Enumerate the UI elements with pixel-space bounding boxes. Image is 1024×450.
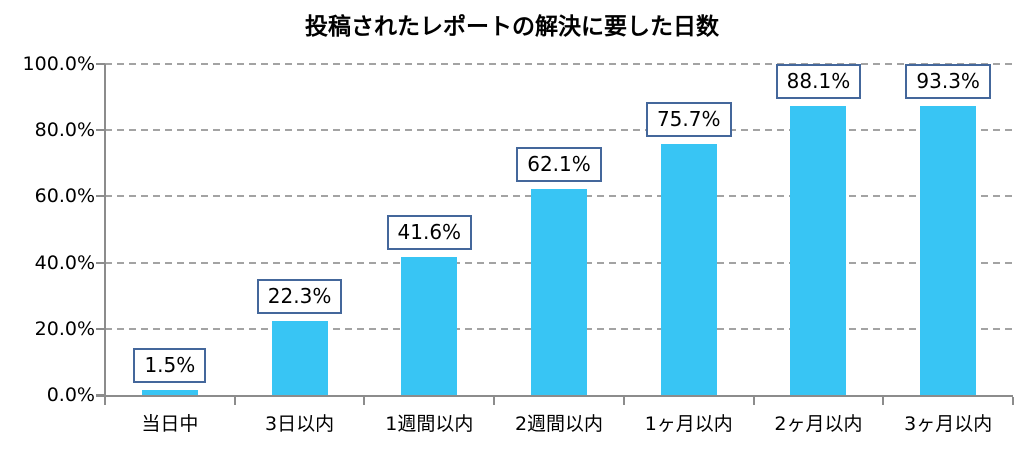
bar-data-label: 93.3% xyxy=(905,64,991,99)
x-category-label: 1週間以内 xyxy=(385,413,474,435)
x-category-label: 3日以内 xyxy=(265,413,335,435)
y-tick-label: 80.0% xyxy=(34,119,95,142)
x-category-label: 1ヶ月以内 xyxy=(644,413,733,435)
bar-column: 62.1% xyxy=(494,64,624,395)
y-axis-tick xyxy=(96,63,105,65)
y-axis-tick xyxy=(96,129,105,132)
y-tick-label: 40.0% xyxy=(34,251,95,274)
bar xyxy=(401,257,458,395)
bar-column: 93.3% xyxy=(883,64,1013,395)
x-axis-labels: 当日中 3日以内 1週間以内 2週間以内 1ヶ月以内 2ヶ月以内 3ヶ月以内 xyxy=(105,409,1013,436)
x-axis-tick xyxy=(752,397,755,405)
x-axis-line xyxy=(96,395,1013,397)
y-axis-tick xyxy=(96,195,105,198)
x-category-label: 2週間以内 xyxy=(514,413,604,435)
bar xyxy=(141,390,198,395)
bar xyxy=(660,144,717,395)
bar-column: 1.5% xyxy=(105,64,235,395)
bar xyxy=(920,106,977,395)
y-tick-label: 0.0% xyxy=(46,384,95,406)
bar-data-label: 22.3% xyxy=(256,279,343,315)
x-axis-tick xyxy=(882,397,885,405)
bar-data-label: 75.7% xyxy=(645,102,732,138)
x-axis-tick xyxy=(363,397,366,405)
bar xyxy=(531,189,588,395)
gridline xyxy=(105,129,1013,132)
bar-data-label: 41.6% xyxy=(386,215,473,251)
x-category-label: 当日中 xyxy=(141,413,199,435)
bar xyxy=(271,321,328,395)
bar-column: 75.7% xyxy=(624,64,754,395)
y-tick-label: 60.0% xyxy=(34,185,95,208)
y-axis-line xyxy=(104,64,106,403)
y-axis-tick xyxy=(96,327,105,330)
y-tick-label: 100.0% xyxy=(22,53,95,75)
bar xyxy=(790,106,847,395)
bar-column: 88.1% xyxy=(754,64,884,395)
plot-area: 1.5% 22.3% 41.6% 62.1% 75.7% 88.1% 93.3% xyxy=(96,63,1014,405)
bar-column: 22.3% xyxy=(235,64,365,395)
x-category-label: 3ヶ月以内 xyxy=(904,413,993,435)
x-axis-tick xyxy=(1012,397,1014,405)
bar-data-label: 1.5% xyxy=(133,348,207,384)
y-tick-label: 20.0% xyxy=(34,317,95,340)
x-category-label: 2ヶ月以内 xyxy=(774,413,863,435)
chart-title: 投稿されたレポートの解決に要した日数 xyxy=(305,14,719,40)
y-axis-tick xyxy=(96,261,105,264)
bars-container: 1.5% 22.3% 41.6% 62.1% 75.7% 88.1% 93.3% xyxy=(105,64,1013,395)
x-axis-tick xyxy=(104,397,106,405)
x-axis-tick xyxy=(622,397,625,405)
x-axis-tick xyxy=(493,397,496,405)
bar-data-label: 88.1% xyxy=(775,64,862,99)
gridline xyxy=(105,63,1013,65)
bar-column: 41.6% xyxy=(364,64,494,395)
x-axis-tick xyxy=(233,397,236,405)
bar-data-label: 62.1% xyxy=(516,147,602,183)
y-axis-labels: 0.0% 20.0% 40.0% 60.0% 80.0% 100.0% xyxy=(0,53,95,406)
